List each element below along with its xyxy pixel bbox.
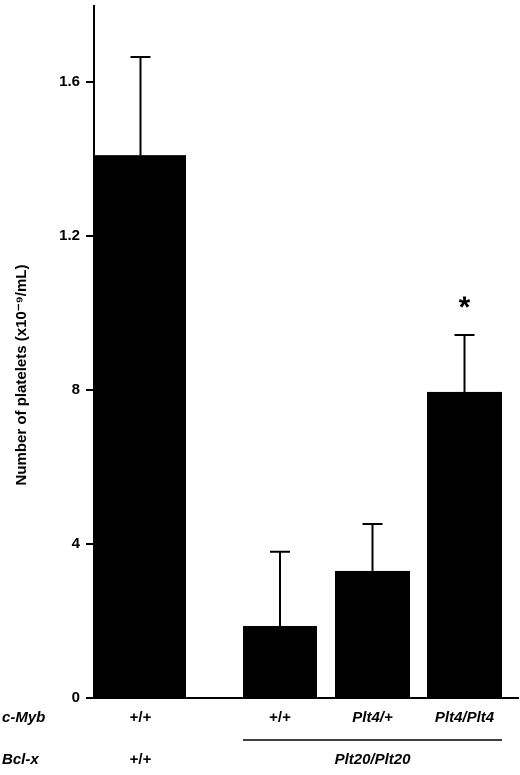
y-axis-label: Number of platelets (x10⁻⁹/mL) <box>13 265 30 486</box>
annotation: * <box>459 291 471 324</box>
y-tick-label: 4 <box>72 535 81 552</box>
row-label: Bcl-x <box>2 751 39 768</box>
y-tick-label: 8 <box>72 381 80 398</box>
y-tick-label: 1.2 <box>59 227 80 244</box>
y-tick-label: 1.6 <box>59 73 80 90</box>
bar <box>335 570 410 698</box>
bar <box>95 155 186 698</box>
bar <box>243 626 317 698</box>
x-tick-label: Plt4/+ <box>352 709 393 726</box>
row-label: c-Myb <box>2 709 45 726</box>
x-tick-label: +/+ <box>130 709 152 726</box>
x-tick-label: Plt4/Plt4 <box>435 709 495 726</box>
group-label: +/+ <box>130 751 152 768</box>
bar <box>427 391 502 698</box>
y-tick-label: 0 <box>72 689 80 706</box>
group-label: Plt20/Plt20 <box>335 751 412 768</box>
x-tick-label: +/+ <box>269 709 291 726</box>
